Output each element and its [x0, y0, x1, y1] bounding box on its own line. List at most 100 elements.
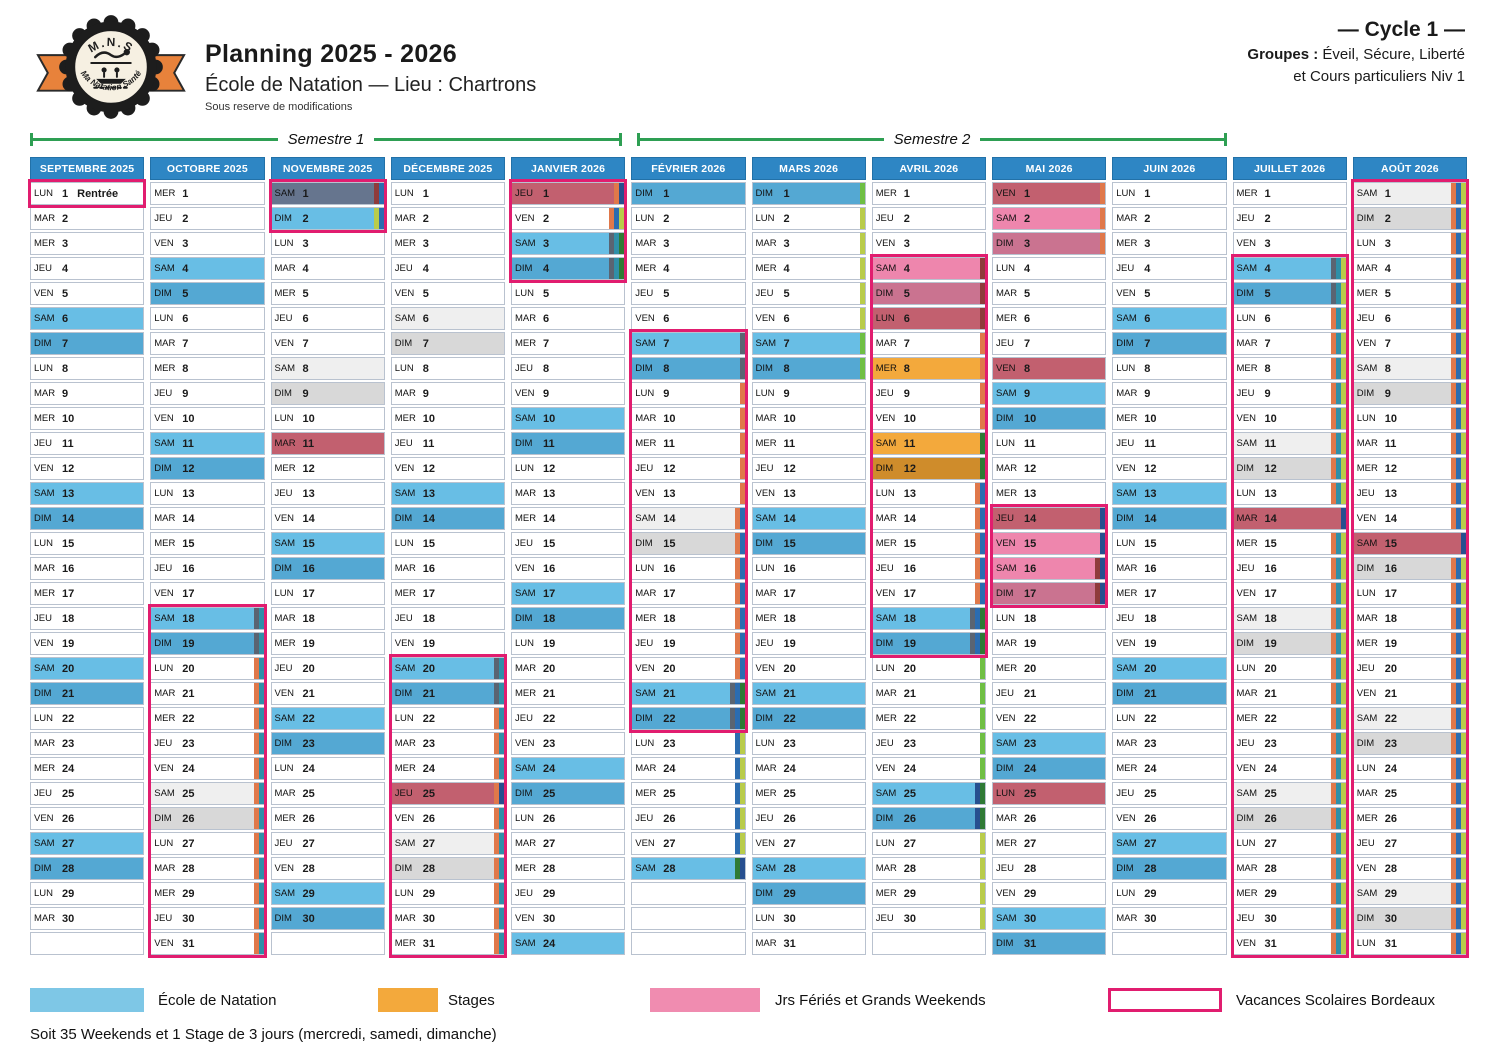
- zone-stripes: [253, 683, 264, 704]
- day-cell: SAM 1: [270, 182, 385, 205]
- day-number: 28: [1144, 862, 1157, 875]
- day-number: 22: [903, 712, 916, 725]
- day-of-week: VEN: [635, 313, 655, 324]
- day-cell: DIM 28: [30, 857, 145, 880]
- day-number: 8: [1144, 362, 1151, 375]
- groups-label: Groupes :: [1247, 46, 1319, 63]
- day-of-week: MER: [635, 788, 657, 799]
- day-number: 16: [1384, 562, 1397, 575]
- day-cell: VEN 2: [511, 207, 626, 230]
- day-number: 25: [1384, 787, 1397, 800]
- day-of-week: SAM: [34, 313, 55, 324]
- zone-stripes: [253, 933, 264, 954]
- day-cell: DIM 5: [1232, 282, 1347, 305]
- day-cell: MER 19: [270, 632, 385, 655]
- zone-stripes: [975, 808, 985, 829]
- day-of-week: MAR: [996, 288, 1018, 299]
- day-cell: MAR 14: [871, 507, 986, 530]
- day-cell: VEN 14: [1352, 507, 1467, 530]
- day-number: 14: [543, 512, 556, 525]
- day-cell: MAR 9: [1112, 382, 1227, 405]
- day-of-week: VEN: [515, 913, 535, 924]
- month-header: AVRIL 2026: [871, 157, 986, 180]
- day-cell: JEU 18: [1112, 607, 1227, 630]
- day-cell: VEN 1: [992, 182, 1107, 205]
- day-number: 2: [1144, 212, 1151, 225]
- day-number: 3: [663, 237, 670, 250]
- day-number: 28: [783, 862, 796, 875]
- day-cell: MAR 30: [390, 907, 505, 930]
- day-of-week: LUN: [1116, 188, 1136, 199]
- day-cell: VEN 10: [871, 407, 986, 430]
- day-number: 2: [302, 212, 309, 225]
- day-of-week: VEN: [1116, 288, 1136, 299]
- day-of-week: DIM: [755, 888, 773, 899]
- day-number: 24: [1264, 762, 1277, 775]
- day-cell: VEN 13: [631, 482, 746, 505]
- zone-stripes: [1451, 183, 1466, 204]
- day-number: 19: [1264, 637, 1277, 650]
- day-of-week: SAM: [1236, 263, 1258, 274]
- day-cell: LUN 13: [871, 482, 986, 505]
- day-number: 3: [1024, 237, 1031, 250]
- day-number: 13: [182, 487, 195, 500]
- day-of-week: MER: [1116, 413, 1138, 424]
- day-of-week: SAM: [154, 788, 175, 799]
- day-of-week: JEU: [875, 388, 894, 399]
- day-number: 6: [1384, 312, 1391, 325]
- day-cell: MER 11: [631, 432, 746, 455]
- day-cell: MER 4: [631, 257, 746, 280]
- day-cell: MAR 3: [631, 232, 746, 255]
- day-cell: MAR 16: [1112, 557, 1227, 580]
- day-number: 17: [182, 587, 195, 600]
- day-of-week: MER: [875, 888, 897, 899]
- day-of-week: DIM: [515, 613, 533, 624]
- day-of-week: SAM: [1356, 188, 1378, 199]
- zone-stripes: [1451, 208, 1466, 229]
- zone-stripes: [734, 783, 745, 804]
- zone-stripes: [1100, 233, 1106, 254]
- day-of-week: DIM: [34, 688, 52, 699]
- day-of-week: DIM: [274, 213, 292, 224]
- day-cell: MER 12: [1352, 457, 1467, 480]
- day-of-week: VEN: [154, 938, 174, 949]
- day-number: 14: [422, 512, 435, 525]
- day-number: 17: [62, 587, 75, 600]
- day-of-week: SAM: [996, 738, 1017, 749]
- day-cell: JEU 6: [1352, 307, 1467, 330]
- day-number: 15: [543, 537, 556, 550]
- day-number: 24: [1144, 762, 1157, 775]
- zone-stripes: [1330, 333, 1346, 354]
- day-of-week: DIM: [1356, 738, 1375, 749]
- calendar-grid: SEPTEMBRE 2025 LUN 1 Rentrée MAR 2 MER 3 JEU 4 VEN…: [28, 157, 1469, 958]
- day-number: 2: [422, 212, 429, 225]
- zone-stripes: [1330, 833, 1346, 854]
- day-cell: JEU 23: [871, 732, 986, 755]
- day-number: 27: [1024, 837, 1037, 850]
- day-of-week: SAM: [274, 713, 296, 724]
- day-of-week: SAM: [875, 788, 897, 799]
- groups-list: Éveil, Sécure, Liberté: [1318, 46, 1465, 63]
- day-number: 3: [1144, 237, 1151, 250]
- day-number: 12: [182, 462, 195, 475]
- day-number: 26: [182, 812, 195, 825]
- day-of-week: VEN: [34, 813, 54, 824]
- day-number: 26: [783, 812, 796, 825]
- day-cell: SAM 22: [270, 707, 385, 730]
- day-number: 7: [302, 337, 309, 350]
- day-cell: MER 26: [1352, 807, 1467, 830]
- day-of-week: JEU: [274, 838, 293, 849]
- day-cell: DIM 3: [992, 232, 1107, 255]
- day-of-week: JEU: [515, 713, 533, 724]
- day-cell: SAM 14: [631, 507, 746, 530]
- day-cell: MER 12: [270, 457, 385, 480]
- zone-stripes: [1330, 308, 1346, 329]
- day-cell: MAR 6: [511, 307, 626, 330]
- day-of-week: VEN: [1356, 688, 1377, 699]
- day-of-week: SAM: [1356, 713, 1378, 724]
- zone-stripes: [734, 833, 745, 854]
- day-of-week: MAR: [1356, 788, 1378, 799]
- zone-stripes: [1451, 283, 1466, 304]
- day-cell: MER 1: [871, 182, 986, 205]
- day-of-week: JEU: [1356, 488, 1375, 499]
